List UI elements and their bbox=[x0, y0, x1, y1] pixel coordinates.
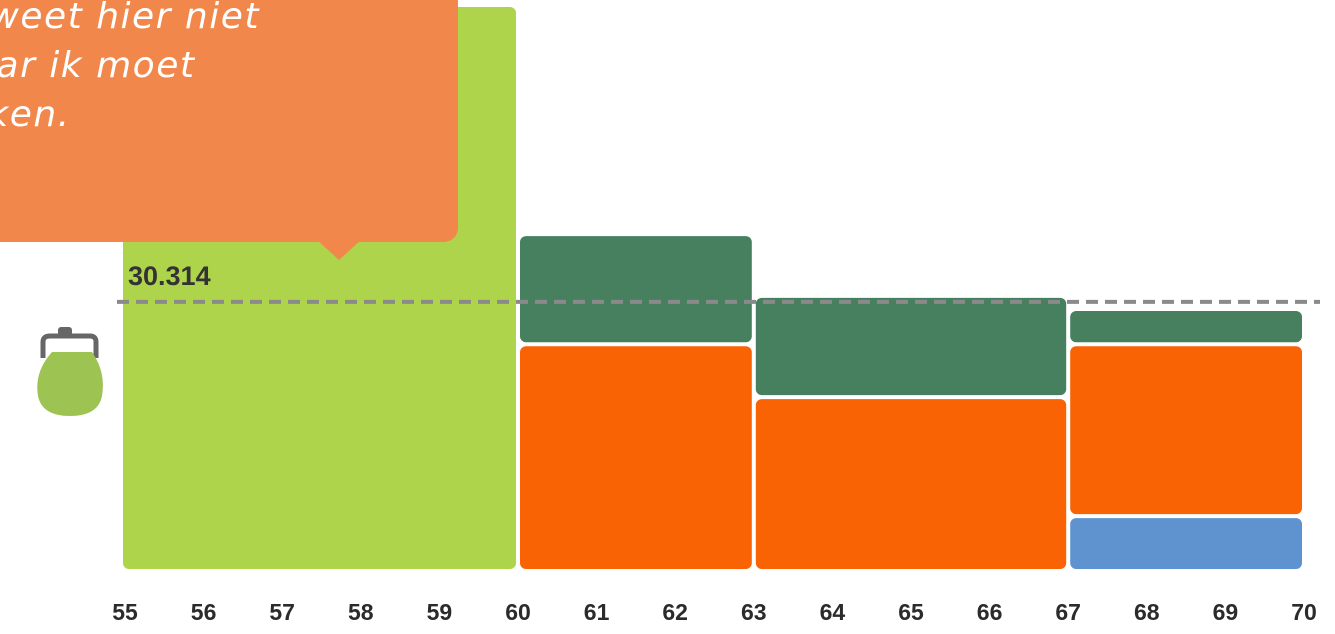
callout-tail bbox=[295, 220, 383, 260]
bar-segment-blue bbox=[1070, 518, 1302, 569]
purse-icon bbox=[37, 327, 103, 416]
callout-line: waar ik moet bbox=[0, 45, 196, 86]
callout-text: Ik weet hier niet waar ik moet kijken. bbox=[0, 0, 412, 139]
x-tick-label: 56 bbox=[191, 599, 217, 625]
x-tick-label: 68 bbox=[1134, 599, 1160, 625]
x-tick-label: 63 bbox=[741, 599, 767, 625]
bar-segment-dark-green bbox=[1070, 311, 1302, 343]
bar-segment-dark-green bbox=[755, 297, 1067, 396]
x-tick-label: 66 bbox=[977, 599, 1003, 625]
x-tick-label: 70 bbox=[1291, 599, 1317, 625]
callout-line: Ik weet hier niet bbox=[0, 0, 260, 37]
bar-segment-dark-green bbox=[520, 236, 752, 343]
bar-segment-orange bbox=[1070, 346, 1302, 515]
x-axis-ticks: 55 56 57 58 59 60 61 62 63 64 65 66 67 68 69 70 bbox=[112, 599, 1317, 625]
x-tick-label: 69 bbox=[1213, 599, 1239, 625]
x-tick-label: 62 bbox=[662, 599, 688, 625]
bar-segment-orange bbox=[755, 399, 1067, 569]
callout-line: kijken. bbox=[0, 94, 71, 135]
x-tick-label: 57 bbox=[269, 599, 295, 625]
x-tick-label: 55 bbox=[112, 599, 138, 625]
x-tick-label: 65 bbox=[898, 599, 924, 625]
x-tick-label: 64 bbox=[820, 599, 846, 625]
x-tick-label: 61 bbox=[584, 599, 610, 625]
x-tick-label: 60 bbox=[505, 599, 531, 625]
speech-callout: Ik weet hier niet waar ik moet kijken. bbox=[0, 0, 458, 260]
x-tick-label: 67 bbox=[1055, 599, 1081, 625]
reference-label: 30.314 bbox=[128, 261, 211, 291]
bar-segment-orange bbox=[520, 346, 752, 569]
x-tick-label: 59 bbox=[427, 599, 453, 625]
x-tick-label: 58 bbox=[348, 599, 374, 625]
